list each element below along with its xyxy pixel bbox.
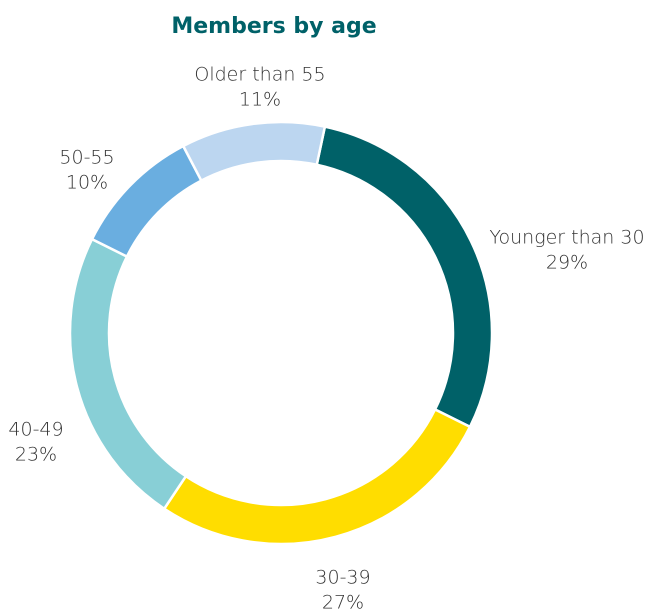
segment-label: 50-55 xyxy=(59,147,114,169)
donut-segment xyxy=(162,407,472,546)
donut-segment xyxy=(68,237,188,511)
segment-value-label: 23% xyxy=(15,444,57,466)
donut-segment xyxy=(315,125,494,429)
donut-segment xyxy=(181,120,327,183)
segment-label: Younger than 30 xyxy=(489,227,644,249)
segment-label: Older than 55 xyxy=(194,64,325,86)
segment-label: 30-39 xyxy=(315,567,370,589)
segment-value-label: 10% xyxy=(66,172,108,194)
segment-value-label: 29% xyxy=(546,252,588,274)
chart-title: Members by age xyxy=(171,14,376,39)
segment-label: 40-49 xyxy=(8,419,63,441)
segment-value-label: 11% xyxy=(239,89,281,111)
segment-value-label: 27% xyxy=(322,592,364,609)
